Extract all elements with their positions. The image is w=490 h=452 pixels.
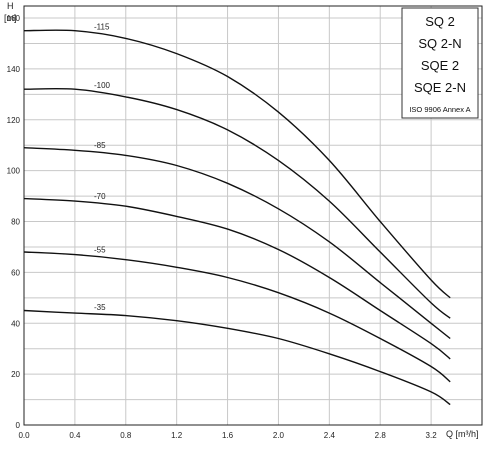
curve-label: -100 (94, 81, 111, 90)
curve-label: -85 (94, 141, 106, 150)
y-tick-label: 80 (11, 218, 20, 227)
curve-label: -55 (94, 245, 106, 254)
curve-label: -70 (94, 192, 106, 201)
plot-frame (23, 5, 483, 426)
curve-label: -35 (94, 303, 106, 312)
x-tick-label: 1.2 (171, 431, 183, 440)
x-tick-label: 2.8 (375, 431, 387, 440)
legend-frame (401, 7, 479, 119)
legend-entry: SQE 2-N (414, 80, 466, 95)
legend-entry: SQ 2 (425, 14, 455, 29)
y-tick-label: 20 (11, 370, 20, 379)
legend-entry: SQ 2-N (418, 36, 461, 51)
y-tick-label: 60 (11, 268, 20, 277)
legend-entry: SQE 2 (421, 58, 459, 73)
x-axis-title: Q [m³/h] (446, 429, 479, 439)
performance-curves: -115 -100 -85 -70 -55 -35 (23, 23, 451, 406)
x-tick-label: 1.6 (222, 431, 234, 440)
x-tick-label: 3.2 (426, 431, 438, 440)
curve-label: -115 (94, 23, 110, 32)
y-tick-label: 40 (11, 319, 20, 328)
legend-note: ISO 9906 Annex A (409, 105, 470, 114)
y-tick-label: 100 (7, 167, 21, 176)
x-tick-label: 0.8 (120, 431, 132, 440)
y-tick-label: 120 (7, 116, 21, 125)
curve-minus-35 (23, 309, 451, 406)
y-tick-label: 0 (16, 421, 21, 430)
y-axis-unit: [m] (4, 13, 17, 23)
legend-box: SQ 2 SQ 2-N SQE 2 SQE 2-N ISO 9906 Annex A (401, 7, 479, 119)
curve-minus-85 (23, 147, 451, 340)
x-tick-label: 0.0 (18, 431, 30, 440)
x-tick-label: 2.4 (324, 431, 336, 440)
curve-minus-100 (23, 87, 451, 319)
x-tick-label: 2.0 (273, 431, 285, 440)
y-tick-label: 140 (7, 65, 21, 74)
y-tick-label: 160 (7, 14, 21, 23)
curve-minus-115 (23, 29, 451, 299)
curve-minus-55 (23, 251, 451, 383)
y-axis-title: H (7, 1, 14, 11)
axes: 0.0 0.4 0.8 1.2 1.6 2.0 2.4 2.8 3.2 0 20 40 60 80 100 1… (4, 1, 483, 440)
x-tick-label: 0.4 (69, 431, 81, 440)
curve-minus-70 (23, 197, 451, 360)
